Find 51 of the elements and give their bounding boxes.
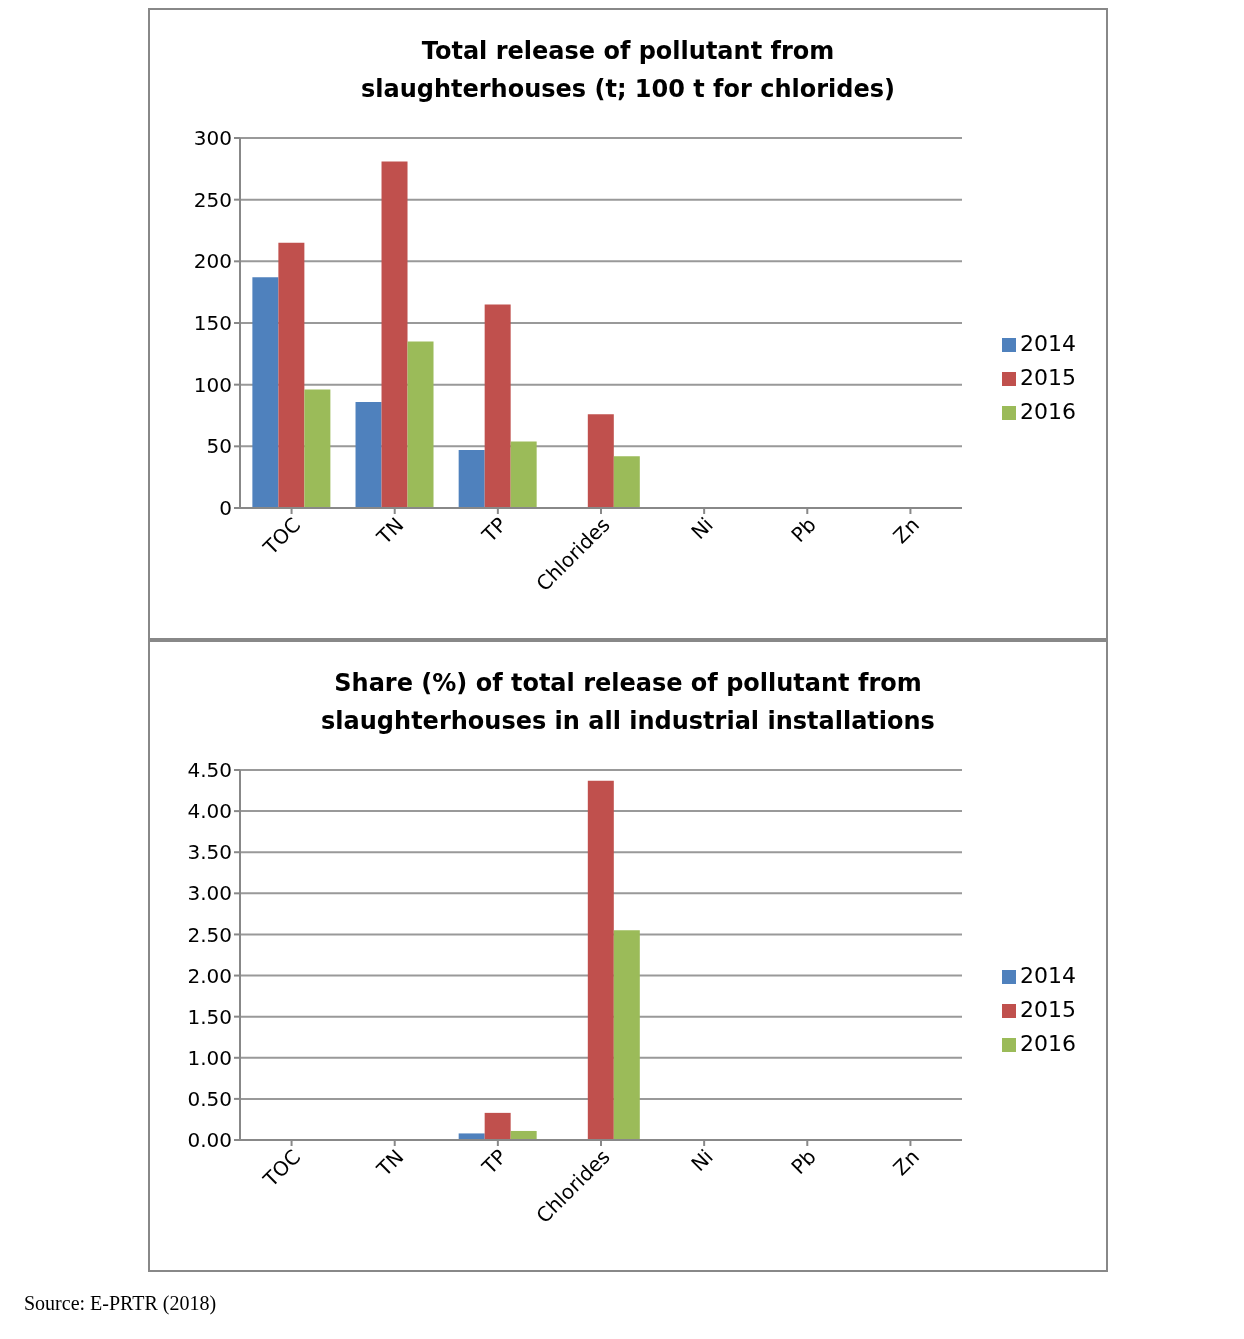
x-tick-label: Ni bbox=[686, 512, 718, 545]
x-tick-label: TP bbox=[476, 512, 512, 548]
y-tick-label: 3.50 bbox=[187, 840, 232, 865]
legend-label: 2014 bbox=[1020, 331, 1076, 356]
bar bbox=[587, 414, 614, 508]
bar bbox=[484, 1112, 511, 1140]
source-note: Source: E-PRTR (2018) bbox=[23, 1291, 218, 1315]
bar bbox=[381, 161, 408, 508]
bar bbox=[613, 930, 640, 1140]
x-tick-label: Pb bbox=[786, 512, 821, 548]
bar bbox=[278, 242, 305, 508]
bar bbox=[484, 304, 511, 508]
legend-label: 2015 bbox=[1020, 997, 1076, 1022]
x-tick-label: Ni bbox=[686, 1144, 718, 1177]
y-tick-label: 250 bbox=[193, 187, 232, 212]
y-tick-label: 100 bbox=[193, 372, 232, 397]
x-tick-label: Zn bbox=[888, 512, 925, 549]
bar bbox=[304, 389, 331, 508]
y-tick-label: 2.00 bbox=[187, 963, 232, 988]
y-tick-label: 0 bbox=[219, 496, 232, 521]
x-tick-label: Zn bbox=[888, 1144, 925, 1181]
y-tick-label: 150 bbox=[193, 311, 232, 336]
y-tick-label: 3.00 bbox=[187, 881, 232, 906]
y-tick-label: 0.00 bbox=[187, 1128, 232, 1153]
bar bbox=[355, 401, 382, 508]
y-tick-label: 50 bbox=[206, 434, 232, 459]
bar bbox=[458, 1133, 485, 1140]
chart-title: Total release of pollutant from slaughterhouses (t; 100 t for chlorides) bbox=[359, 36, 897, 105]
y-tick-label: 1.00 bbox=[187, 1045, 232, 1070]
x-tick-label: TN bbox=[371, 512, 409, 550]
bar bbox=[587, 780, 614, 1140]
x-tick-label: TP bbox=[476, 1144, 512, 1180]
legend-label: 2016 bbox=[1020, 1031, 1076, 1056]
y-tick-label: 4.00 bbox=[187, 799, 232, 824]
bar bbox=[613, 456, 640, 508]
bar bbox=[510, 441, 537, 508]
x-tick-label: Pb bbox=[786, 1144, 821, 1180]
y-tick-label: 2.50 bbox=[187, 922, 232, 947]
y-tick-label: 300 bbox=[193, 126, 232, 151]
chart-title: Share (%) of total release of pollutant from slaughterhouses in all industrial installations bbox=[320, 668, 936, 737]
bar bbox=[458, 450, 485, 508]
bar bbox=[407, 341, 434, 508]
y-tick-label: 4.50 bbox=[187, 758, 232, 783]
y-tick-label: 200 bbox=[193, 249, 232, 274]
y-tick-label: 1.50 bbox=[187, 1004, 232, 1029]
legend-label: 2014 bbox=[1020, 963, 1076, 988]
x-tick-label: TN bbox=[371, 1144, 409, 1182]
legend-label: 2016 bbox=[1020, 399, 1076, 424]
y-tick-label: 0.50 bbox=[187, 1086, 232, 1111]
legend-label: 2015 bbox=[1020, 365, 1076, 390]
bar bbox=[252, 277, 279, 508]
